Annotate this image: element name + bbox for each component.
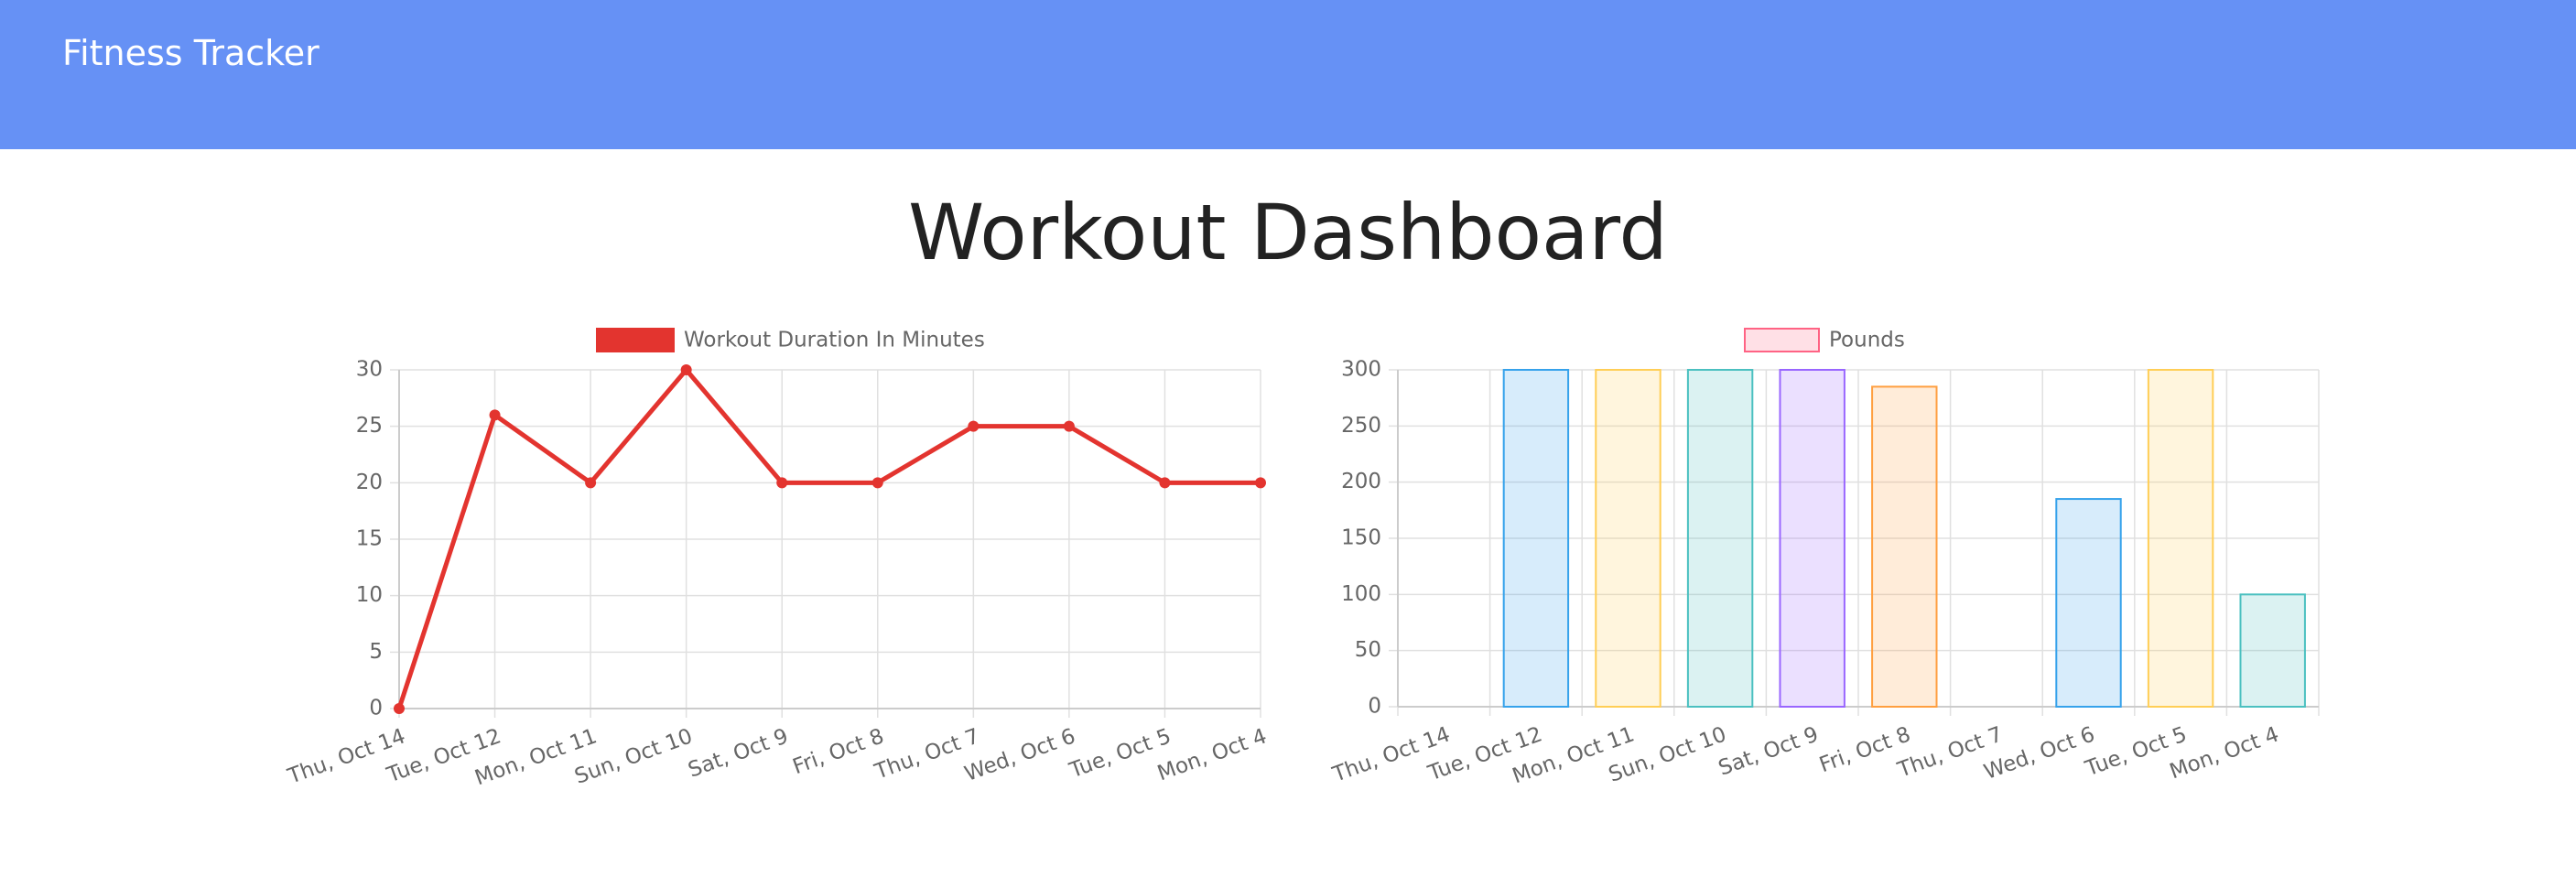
point [1255, 477, 1266, 489]
y-tick-label: 10 [356, 583, 383, 607]
point [1063, 420, 1075, 432]
bar [2055, 498, 2122, 708]
bar [1871, 385, 1938, 708]
point [871, 477, 883, 489]
point [968, 420, 980, 432]
page-title: Workout Dashboard [908, 188, 1668, 277]
y-tick-label: 30 [356, 358, 383, 382]
navbar: Fitness Tracker [0, 0, 2576, 149]
bar [1502, 369, 1570, 708]
y-tick-label: 150 [1341, 526, 1381, 550]
x-tick-label: Wed, Oct 6 [961, 724, 1078, 786]
bar [2147, 369, 2214, 708]
point [776, 477, 788, 489]
x-tick-label: Sat, Oct 9 [1716, 722, 1822, 780]
bar [1686, 369, 1754, 708]
line [396, 367, 1261, 709]
point [585, 477, 597, 489]
bar [1595, 369, 1661, 708]
bar [1779, 369, 1845, 708]
y-tick-label: 200 [1341, 470, 1381, 493]
point [1159, 477, 1171, 489]
y-tick-label: 25 [356, 414, 383, 438]
y-tick-label: 20 [356, 471, 383, 494]
brand[interactable]: Fitness Tracker [62, 33, 319, 73]
x-tick-label: Fri, Oct 8 [790, 724, 887, 779]
y-tick-label: 0 [369, 697, 383, 720]
y-tick-label: 5 [369, 640, 383, 664]
y-tick-label: 50 [1355, 638, 1381, 662]
legend-swatch [596, 328, 675, 352]
legend-label: Pounds [1829, 329, 1905, 352]
y-tick-label: 15 [356, 527, 383, 551]
point [680, 364, 692, 375]
x-tick-label: Mon, Oct 4 [1154, 724, 1270, 785]
y-tick-label: 100 [1341, 582, 1381, 606]
x-tick-label: Sat, Oct 9 [685, 724, 791, 782]
y-tick-label: 300 [1341, 358, 1381, 382]
y-tick-label: 250 [1341, 414, 1381, 438]
legend-label: Workout Duration In Minutes [684, 329, 985, 352]
point [394, 703, 405, 714]
legend-swatch [1744, 328, 1820, 352]
point [489, 409, 501, 421]
bar [2239, 593, 2306, 708]
y-tick-label: 0 [1368, 695, 1381, 719]
